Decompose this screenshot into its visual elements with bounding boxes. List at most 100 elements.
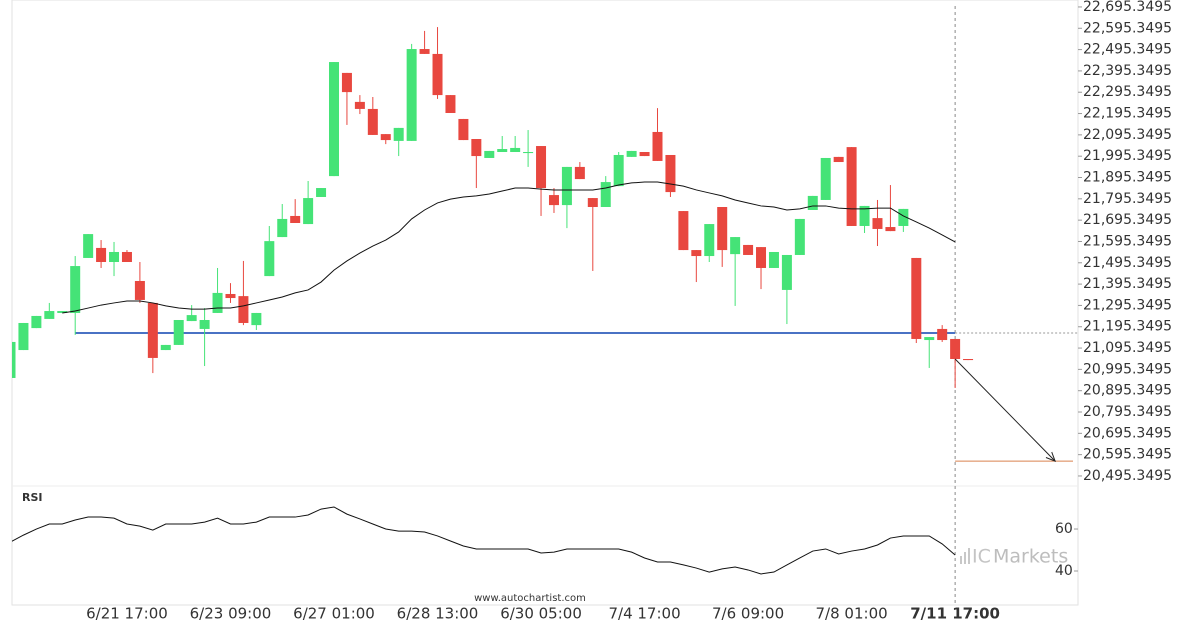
rsi-title: RSI	[22, 491, 43, 504]
y-tick-label: 20,795.3495	[1083, 404, 1172, 420]
y-tick-label: 20,595.3495	[1083, 447, 1172, 463]
candle-body	[225, 293, 236, 299]
candle-body	[134, 280, 145, 300]
y-tick-label: 22,695.3495	[1083, 0, 1172, 15]
candle-body	[419, 49, 430, 54]
candle-body	[96, 247, 107, 263]
candle-body	[316, 188, 327, 197]
candle-body	[587, 198, 598, 208]
brand-prefix: IC	[972, 546, 991, 568]
x-tick-label: 6/21 17:00	[86, 605, 168, 623]
candle-body	[186, 315, 197, 322]
candle-body	[238, 296, 249, 323]
x-tick-label: 7/8 01:00	[816, 605, 888, 623]
candle-body	[911, 257, 922, 339]
plot-frame	[11, 0, 1079, 606]
y-tick-label: 21,095.3495	[1083, 340, 1172, 356]
candle-body	[704, 224, 715, 257]
candle-body	[678, 211, 689, 251]
candle-body	[639, 152, 650, 157]
x-tick-label: 6/30 05:00	[500, 605, 582, 623]
y-tick-label: 22,095.3495	[1083, 127, 1172, 143]
candle-body	[147, 302, 158, 358]
y-tick-label: 21,795.3495	[1083, 191, 1172, 207]
candle-body	[613, 154, 624, 187]
candle-body	[264, 241, 275, 277]
candle-body	[574, 166, 585, 180]
candle-body	[70, 266, 81, 313]
candle-body	[44, 311, 55, 319]
rsi-line	[12, 506, 956, 575]
y-tick-label: 21,995.3495	[1083, 148, 1172, 164]
candle-body	[380, 134, 391, 141]
candle-body	[212, 292, 223, 313]
candle-body	[341, 72, 352, 93]
candle-body	[937, 328, 948, 341]
candle-body	[548, 195, 559, 206]
brand-name: Markets	[993, 546, 1068, 568]
brand-logo: IC Markets	[960, 546, 1068, 568]
y-tick-label: 21,295.3495	[1083, 297, 1172, 313]
candle-body	[458, 118, 469, 141]
candle-body	[898, 208, 909, 226]
logo-bar	[968, 548, 970, 564]
candle-body	[31, 315, 42, 329]
candle-body	[963, 359, 974, 361]
logo-bar	[960, 556, 962, 564]
candle-body	[833, 156, 844, 163]
candle-body	[743, 244, 754, 255]
y-tick-label: 21,495.3495	[1083, 255, 1172, 271]
candle-body	[652, 131, 663, 161]
candle-body	[303, 198, 314, 225]
candle-body	[561, 166, 572, 206]
y-tick-label: 22,295.3495	[1083, 84, 1172, 100]
x-tick-label: 7/4 17:00	[608, 605, 680, 623]
candle-body	[950, 338, 961, 360]
y-tick-label: 22,595.3495	[1083, 20, 1172, 36]
plot-area	[12, 6, 1078, 605]
candle-body	[924, 337, 935, 341]
y-tick-label: 21,695.3495	[1083, 212, 1172, 228]
x-tick-label: 7/6 09:00	[712, 605, 784, 623]
candle-body	[484, 150, 495, 158]
candle-body	[756, 247, 767, 268]
candle-body	[445, 95, 456, 113]
candle-body	[432, 53, 443, 96]
y-tick-label: 40	[1055, 563, 1073, 579]
candle-body	[807, 195, 818, 210]
candle-body	[820, 157, 831, 200]
y-tick-label: 21,195.3495	[1083, 319, 1172, 335]
candle-body	[872, 218, 883, 229]
candle-body	[717, 207, 728, 251]
y-tick-label: 21,395.3495	[1083, 276, 1172, 292]
candle-body	[781, 254, 792, 290]
candle-body	[406, 49, 417, 141]
candle-body	[665, 154, 676, 193]
candle-body	[794, 218, 805, 255]
candle-body	[510, 147, 521, 153]
candle-body	[846, 147, 857, 226]
candle-body	[18, 322, 29, 351]
x-tick-label: 6/28 13:00	[397, 605, 479, 623]
candle-body	[523, 152, 534, 154]
y-tick-label: 20,495.3495	[1083, 468, 1172, 484]
y-tick-label: 22,195.3495	[1083, 106, 1172, 122]
y-tick-label: 22,395.3495	[1083, 63, 1172, 79]
candle-body	[121, 251, 132, 263]
x-tick-label: 7/11 17:00	[910, 605, 1000, 623]
candle-body	[329, 62, 339, 177]
y-tick-label: 21,595.3495	[1083, 233, 1172, 249]
candle-body	[290, 215, 301, 223]
candle-body	[536, 146, 547, 189]
candle-body	[277, 218, 288, 238]
candle-body	[109, 251, 120, 263]
candle-body	[173, 319, 184, 345]
candle-body	[768, 251, 779, 268]
axes: 20,495.3495 20,595.3495 20,695.3495 20,795.…	[86, 0, 1172, 623]
x-tick-label: 6/23 09:00	[190, 605, 272, 623]
candle-body	[199, 319, 210, 329]
candle-body	[393, 127, 404, 141]
candle-body	[160, 344, 171, 351]
x-tick-label: 6/27 01:00	[293, 605, 375, 623]
